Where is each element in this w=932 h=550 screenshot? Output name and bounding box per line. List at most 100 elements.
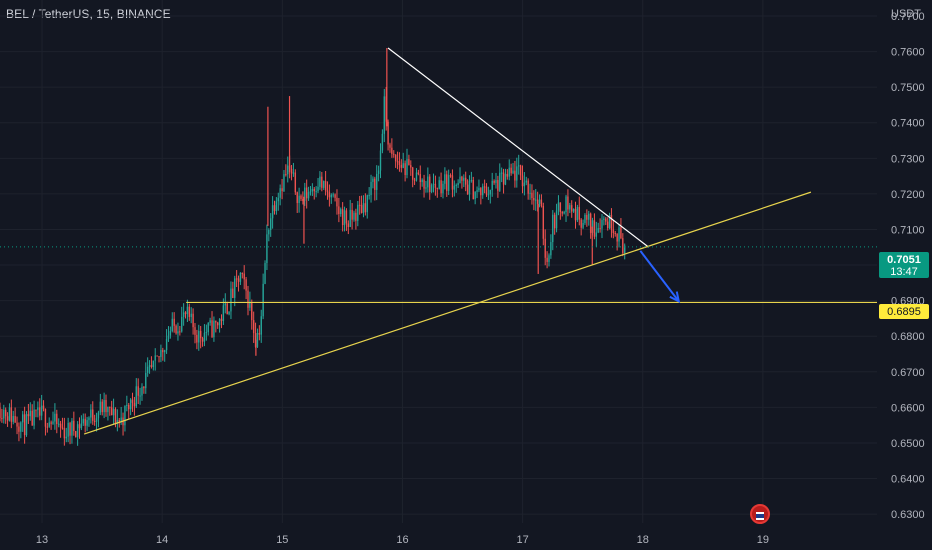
level-price-tag: 0.6895 — [879, 304, 929, 319]
candle-body — [243, 273, 245, 280]
candle-body — [349, 209, 351, 227]
candle-body — [42, 405, 45, 409]
candle-body — [565, 196, 567, 212]
candle-body — [374, 178, 376, 190]
candle-body — [188, 306, 191, 317]
candle-body — [413, 179, 416, 181]
candle-body — [114, 409, 117, 424]
candle-body — [502, 172, 505, 185]
candle-body — [220, 318, 223, 322]
candle-body — [357, 204, 359, 221]
candle-body — [370, 181, 372, 196]
candle-body — [419, 174, 421, 183]
candle-body — [133, 402, 136, 407]
candle-body — [455, 185, 457, 187]
candle-body — [429, 176, 431, 192]
candle-body — [404, 163, 406, 176]
candle-body — [451, 175, 454, 190]
price-axis-unit: USDT — [891, 8, 921, 20]
candle-body — [506, 173, 509, 177]
candle-body — [141, 386, 143, 396]
candle-body — [315, 191, 317, 193]
candle-body — [88, 417, 90, 421]
price-tick-label: 0.7700 — [891, 11, 925, 23]
trend-drawings[interactable] — [83, 47, 877, 435]
candle-body — [207, 322, 209, 333]
candle-body — [249, 302, 251, 308]
candle-body — [224, 303, 226, 306]
candle-body — [487, 194, 490, 196]
candle-body — [71, 420, 73, 436]
candle-body — [268, 230, 270, 235]
candle-body — [150, 365, 153, 368]
candle-body — [251, 302, 253, 321]
candle-body — [504, 173, 507, 185]
candle-body — [444, 174, 446, 184]
candle-body — [589, 213, 592, 233]
candle-body — [217, 322, 219, 326]
candle-body — [497, 180, 499, 191]
candle-body — [381, 133, 384, 151]
candle-body — [33, 409, 35, 426]
candle-body — [468, 180, 471, 195]
price-tick-label: 0.7300 — [891, 153, 925, 165]
us-flag-icon[interactable] — [750, 504, 770, 524]
candle-body — [304, 187, 306, 201]
candle-body — [165, 338, 168, 351]
candle-body — [323, 181, 325, 188]
candle-body — [44, 408, 47, 427]
candle-body — [478, 188, 480, 191]
candle-body — [396, 161, 399, 163]
candle-body — [578, 207, 580, 220]
candle-body — [436, 187, 438, 189]
candle-body — [379, 150, 382, 171]
candle-body — [120, 417, 122, 422]
candle-body — [298, 195, 300, 203]
candle-body — [131, 399, 134, 403]
candle-body — [54, 413, 56, 422]
candle-body — [285, 174, 287, 176]
candle-body — [603, 218, 605, 220]
candle-body — [258, 332, 261, 335]
candle-body — [571, 205, 573, 212]
candle-body — [353, 212, 355, 220]
candle-body — [548, 255, 550, 262]
candle-body — [406, 159, 408, 176]
candle-body — [485, 186, 488, 195]
candle-body — [279, 188, 281, 198]
candle-body — [360, 205, 363, 213]
candle-body — [139, 395, 141, 397]
candle-body — [466, 184, 469, 195]
candle-body — [495, 180, 497, 183]
candle-body — [500, 172, 503, 174]
candle-body — [389, 144, 391, 148]
candle-body — [95, 418, 98, 422]
candle-body — [46, 426, 49, 428]
candle-body — [218, 318, 221, 326]
candle-body — [103, 400, 105, 413]
candle-body — [105, 400, 107, 413]
candle-body — [351, 209, 353, 220]
candle-body — [391, 147, 393, 154]
candle-body — [553, 214, 556, 229]
candle-body — [489, 190, 492, 195]
candle-body — [540, 199, 543, 206]
candle-body — [362, 203, 365, 213]
candle-body — [377, 170, 380, 174]
candle-body — [459, 176, 461, 184]
candle-body — [400, 164, 403, 168]
candle-body — [245, 279, 247, 291]
candle-body — [67, 422, 69, 437]
candle-body — [305, 187, 308, 199]
candle-body — [531, 192, 533, 198]
candle-body — [110, 407, 113, 416]
candle-body — [340, 209, 342, 215]
forecast-arrow-head — [669, 291, 681, 304]
time-axis[interactable]: 13 14 15 16 17 18 19 — [36, 534, 769, 546]
price-tick-label: 0.6800 — [891, 331, 925, 343]
candle-body — [624, 245, 626, 254]
candle-body — [519, 165, 522, 176]
candle-body — [194, 327, 196, 335]
candle-body — [341, 209, 344, 226]
